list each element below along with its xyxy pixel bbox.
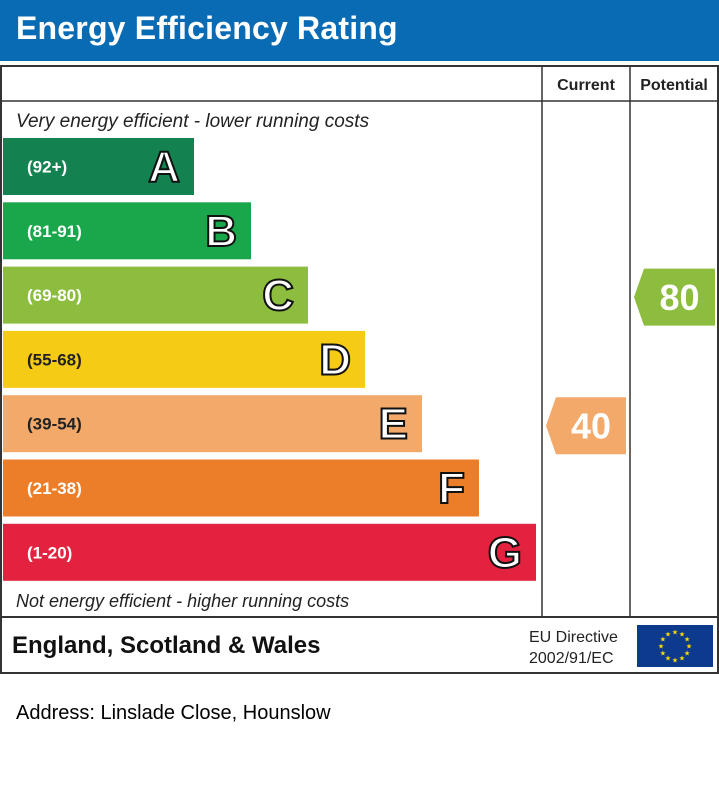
band-f-bar: [3, 459, 479, 517]
band-f-letter: F: [438, 464, 465, 513]
top-note: Very energy efficient - lower running co…: [16, 111, 370, 132]
eu-star-icon: ★: [679, 655, 685, 663]
potential-rating-arrow: [634, 268, 715, 326]
band-a-letter: A: [148, 143, 180, 192]
band-d-range: (55-68): [27, 350, 82, 369]
band-g-range: (1-20): [27, 543, 72, 562]
chart-frame: [0, 65, 719, 674]
band-e-bar: [3, 395, 422, 453]
eu-star-icon: ★: [672, 657, 678, 665]
eu-star-icon: ★: [686, 643, 692, 651]
eu-star-icon: ★: [684, 650, 690, 658]
band-g-letter: G: [488, 528, 522, 577]
region-label: England, Scotland & Wales: [12, 632, 320, 659]
band-c-bar: [3, 266, 308, 324]
band-e-range: (39-54): [27, 415, 82, 434]
eu-flag-icon: ★ ★★★★★★★★★★★: [637, 625, 713, 667]
potential-rating-value: 80: [659, 277, 699, 318]
band-c-range: (69-80): [27, 286, 82, 305]
eu-star-icon: ★: [684, 636, 690, 644]
eu-star-icon: ★: [679, 630, 685, 638]
eu-star-icon: ★: [665, 630, 671, 638]
band-e-letter: E: [379, 400, 408, 449]
bottom-note: Not energy efficient - higher running co…: [16, 591, 349, 611]
eu-star-icon: ★: [665, 655, 671, 663]
band-d-bar: [3, 330, 365, 388]
directive-line-2: 2002/91/EC: [529, 650, 614, 667]
band-a-range: (92+): [27, 158, 67, 177]
rating-bands: (92+) A (81-91) B (69-80) C (55-68) D (39-54) E (2…: [3, 138, 536, 581]
eu-star-icon: ★: [658, 643, 664, 651]
band-c-letter: C: [262, 271, 294, 320]
band-b-letter: B: [205, 207, 237, 256]
band-b-bar: [3, 202, 251, 260]
eu-star-icon: ★: [672, 629, 678, 637]
rating-indicators: 40 80: [546, 268, 715, 455]
current-column-header: Current: [557, 77, 615, 94]
eu-star-icon: ★: [660, 636, 666, 644]
energy-rating-chart: Current Potential Very energy efficient …: [0, 65, 719, 674]
band-d-letter: D: [319, 335, 351, 384]
band-b-range: (81-91): [27, 222, 82, 241]
band-g-bar: [3, 523, 536, 581]
eu-star-icon: ★: [660, 650, 666, 658]
address-line: Address: Linslade Close, Hounslow: [16, 702, 331, 724]
current-rating-arrow: [546, 397, 626, 455]
band-f-range: (21-38): [27, 479, 82, 498]
current-rating-value: 40: [571, 406, 611, 447]
page-title: Energy Efficiency Rating: [16, 10, 398, 46]
header-bar: Energy Efficiency Rating: [0, 0, 719, 61]
potential-column-header: Potential: [640, 77, 708, 94]
band-a-bar: [3, 138, 194, 195]
directive-line-1: EU Directive: [529, 629, 618, 646]
